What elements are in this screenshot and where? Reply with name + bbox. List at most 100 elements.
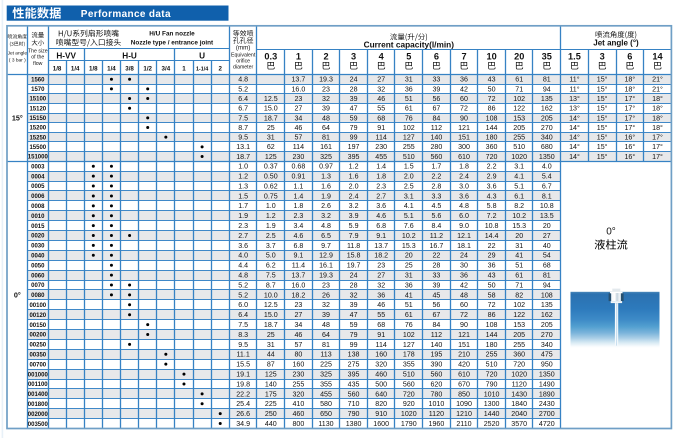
svg-text:4720: 4720 xyxy=(539,420,555,428)
svg-text:1.7: 1.7 xyxy=(431,163,441,171)
svg-text:2700: 2700 xyxy=(539,410,555,418)
svg-text:455: 455 xyxy=(375,153,387,161)
svg-text:720: 720 xyxy=(513,361,525,369)
svg-text:Current capacity(l/min): Current capacity(l/min) xyxy=(364,40,455,50)
svg-text:11°: 11° xyxy=(569,76,579,84)
svg-text:4.6: 4.6 xyxy=(293,232,303,240)
svg-text:4.0: 4.0 xyxy=(238,252,248,260)
svg-text:Performance data: Performance data xyxy=(81,9,171,20)
svg-text:H-VV: H-VV xyxy=(56,51,76,60)
svg-text:15°: 15° xyxy=(597,114,608,122)
svg-text:1.3: 1.3 xyxy=(321,173,331,181)
svg-text:99: 99 xyxy=(350,134,358,142)
svg-text:395: 395 xyxy=(348,153,360,161)
svg-text:9.7: 9.7 xyxy=(321,242,331,250)
svg-text:71: 71 xyxy=(515,281,523,289)
svg-text:flow: flow xyxy=(33,61,42,67)
svg-text:13°: 13° xyxy=(569,105,580,113)
svg-text:72: 72 xyxy=(460,105,468,113)
svg-text:61: 61 xyxy=(515,272,523,280)
svg-text:175: 175 xyxy=(265,390,277,398)
svg-text:80: 80 xyxy=(294,351,302,359)
svg-text:001000: 001000 xyxy=(28,372,49,378)
svg-text:79: 79 xyxy=(350,124,358,132)
svg-text:16.7: 16.7 xyxy=(429,242,443,250)
svg-text:(mm): (mm) xyxy=(236,45,250,52)
svg-text:94: 94 xyxy=(543,85,551,93)
svg-text:51: 51 xyxy=(405,301,413,309)
svg-text:2430: 2430 xyxy=(539,400,555,408)
svg-text:15°: 15° xyxy=(597,76,608,84)
svg-text:162: 162 xyxy=(541,105,553,113)
svg-text:6.2: 6.2 xyxy=(266,262,276,270)
svg-text:0.3: 0.3 xyxy=(264,51,277,61)
svg-text:1600: 1600 xyxy=(373,420,389,428)
svg-text:1210: 1210 xyxy=(456,410,472,418)
svg-text:1.2: 1.2 xyxy=(349,163,359,171)
svg-text:3.6: 3.6 xyxy=(376,202,386,210)
svg-text:2.0: 2.0 xyxy=(404,173,414,181)
svg-text:800: 800 xyxy=(292,420,304,428)
svg-text:86: 86 xyxy=(488,105,496,113)
svg-text:5: 5 xyxy=(406,51,411,61)
svg-text:12.9: 12.9 xyxy=(319,252,333,260)
svg-text:36: 36 xyxy=(460,272,468,280)
svg-text:18°: 18° xyxy=(652,124,663,132)
svg-text:H-U: H-U xyxy=(122,51,137,60)
svg-text:1440: 1440 xyxy=(484,410,500,418)
svg-text:7.5: 7.5 xyxy=(266,272,276,280)
svg-text:19.3: 19.3 xyxy=(319,76,333,84)
svg-text:30: 30 xyxy=(460,262,468,270)
svg-text:59: 59 xyxy=(350,114,358,122)
svg-text:43: 43 xyxy=(488,76,496,84)
svg-text:560: 560 xyxy=(348,390,360,398)
svg-text:270: 270 xyxy=(541,124,553,132)
svg-text:6.7: 6.7 xyxy=(238,105,248,113)
svg-text:510: 510 xyxy=(403,370,415,378)
svg-text:0.37: 0.37 xyxy=(264,163,278,171)
svg-text:4.0: 4.0 xyxy=(542,163,552,171)
svg-text:48: 48 xyxy=(322,114,330,122)
svg-text:1.9: 1.9 xyxy=(238,212,248,220)
svg-text:22: 22 xyxy=(432,252,440,260)
svg-text:680: 680 xyxy=(541,143,553,151)
svg-text:1490: 1490 xyxy=(539,380,555,388)
svg-text:27: 27 xyxy=(294,105,302,113)
svg-text:0006: 0006 xyxy=(31,194,45,200)
svg-text:31: 31 xyxy=(515,242,523,250)
svg-text:138: 138 xyxy=(348,351,360,359)
svg-text:42: 42 xyxy=(460,281,468,289)
svg-text:28: 28 xyxy=(350,85,358,93)
svg-text:13.7: 13.7 xyxy=(291,76,305,84)
svg-text:68: 68 xyxy=(377,321,385,329)
svg-text:26: 26 xyxy=(322,291,330,299)
svg-text:15.0: 15.0 xyxy=(264,105,278,113)
svg-text:5.2: 5.2 xyxy=(238,291,248,299)
svg-text:002000: 002000 xyxy=(28,412,49,418)
svg-text:6.1: 6.1 xyxy=(514,192,524,200)
svg-text:0060: 0060 xyxy=(31,273,45,279)
svg-text:8.7: 8.7 xyxy=(238,124,248,132)
svg-text:10.2: 10.2 xyxy=(402,232,416,240)
svg-text:225: 225 xyxy=(265,400,277,408)
svg-text:33: 33 xyxy=(432,76,440,84)
svg-text:15°: 15° xyxy=(597,85,608,93)
svg-text:1.5: 1.5 xyxy=(404,163,414,171)
svg-text:51: 51 xyxy=(515,262,523,270)
svg-text:5.6: 5.6 xyxy=(431,212,441,220)
svg-text:13.7: 13.7 xyxy=(374,242,388,250)
svg-text:29: 29 xyxy=(488,252,496,260)
svg-text:32: 32 xyxy=(377,85,385,93)
svg-text:15500: 15500 xyxy=(29,145,46,151)
svg-text:2.8: 2.8 xyxy=(431,182,441,190)
svg-text:720: 720 xyxy=(486,370,498,378)
svg-text:18.7: 18.7 xyxy=(236,153,250,161)
svg-text:40: 40 xyxy=(543,242,551,250)
svg-text:2520: 2520 xyxy=(484,420,500,428)
svg-text:1.4: 1.4 xyxy=(376,163,386,171)
svg-text:1.9: 1.9 xyxy=(266,222,276,230)
svg-text:25: 25 xyxy=(267,331,275,339)
svg-text:720: 720 xyxy=(403,390,415,398)
svg-text:7.5: 7.5 xyxy=(238,114,248,122)
svg-text:650: 650 xyxy=(320,410,332,418)
